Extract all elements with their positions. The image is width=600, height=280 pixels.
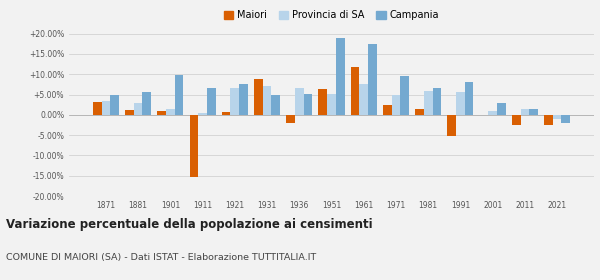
Bar <box>383 105 392 115</box>
Bar <box>175 75 184 115</box>
Bar <box>286 115 295 123</box>
Bar <box>359 84 368 115</box>
Bar <box>222 112 230 115</box>
Bar <box>93 102 101 115</box>
Bar <box>254 79 263 115</box>
Bar <box>497 103 506 115</box>
Bar <box>400 76 409 115</box>
Bar <box>101 101 110 115</box>
Bar <box>521 109 529 115</box>
Bar <box>207 88 215 115</box>
Bar <box>350 67 359 115</box>
Bar <box>465 82 473 115</box>
Text: COMUNE DI MAIORI (SA) - Dati ISTAT - Elaborazione TUTTITALIA.IT: COMUNE DI MAIORI (SA) - Dati ISTAT - Ela… <box>6 253 316 262</box>
Bar <box>110 95 119 115</box>
Bar <box>448 115 456 136</box>
Bar <box>295 88 304 115</box>
Bar <box>125 110 134 115</box>
Bar <box>271 95 280 115</box>
Bar <box>327 94 336 115</box>
Bar <box>230 88 239 115</box>
Bar <box>157 111 166 115</box>
Bar <box>134 103 142 115</box>
Bar <box>190 115 198 177</box>
Bar <box>319 89 327 115</box>
Bar <box>415 109 424 115</box>
Bar <box>456 92 465 115</box>
Text: Variazione percentuale della popolazione ai censimenti: Variazione percentuale della popolazione… <box>6 218 373 231</box>
Bar <box>198 113 207 115</box>
Bar <box>368 44 377 115</box>
Bar <box>544 115 553 125</box>
Bar <box>424 91 433 115</box>
Bar <box>142 92 151 115</box>
Bar <box>433 88 441 115</box>
Bar <box>392 95 400 115</box>
Bar <box>336 38 344 115</box>
Bar <box>553 115 562 119</box>
Bar <box>488 111 497 115</box>
Legend: Maiori, Provincia di SA, Campania: Maiori, Provincia di SA, Campania <box>221 8 442 22</box>
Bar <box>166 109 175 115</box>
Bar <box>304 94 313 115</box>
Bar <box>562 115 570 123</box>
Bar <box>263 87 271 115</box>
Bar <box>512 115 521 125</box>
Bar <box>529 109 538 115</box>
Bar <box>239 84 248 115</box>
